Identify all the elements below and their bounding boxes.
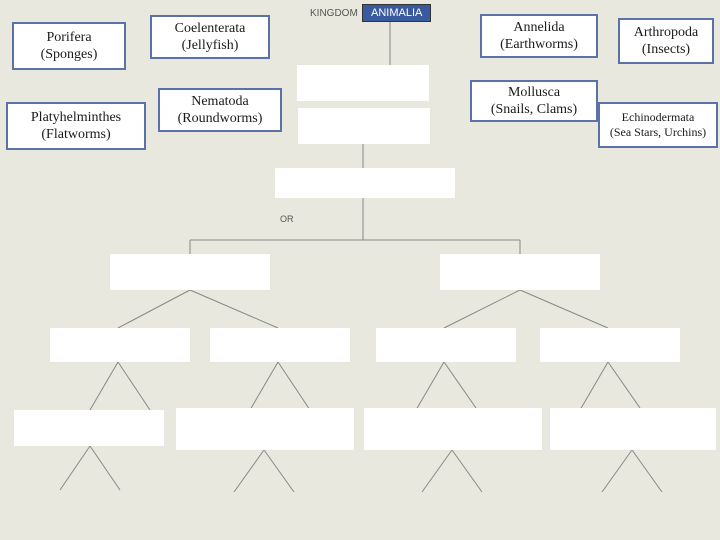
phylum-name: Arthropoda xyxy=(634,24,699,42)
blank-box xyxy=(540,328,680,362)
phylum-box-porifera: Porifera(Sponges) xyxy=(12,22,126,70)
phylum-name: Porifera xyxy=(46,29,91,47)
blank-box xyxy=(176,408,354,450)
phylum-box-platyhelminthes: Platyhelminthes(Flatworms) xyxy=(6,102,146,150)
phylum-name: Platyhelminthes xyxy=(31,109,121,127)
or-label: OR xyxy=(280,214,294,224)
blank-box xyxy=(50,328,190,362)
phylum-example: (Insects) xyxy=(642,41,690,59)
phylum-name: Echinodermata xyxy=(622,110,695,125)
phylum-box-annelida: Annelida(Earthworms) xyxy=(480,14,598,58)
kingdom-label: KINGDOM xyxy=(310,8,358,19)
phylum-box-echinodermata: Echinodermata(Sea Stars, Urchins) xyxy=(598,102,718,148)
phylum-example: (Sponges) xyxy=(41,46,98,64)
blank-box xyxy=(550,408,716,450)
phylum-example: (Flatworms) xyxy=(41,126,110,144)
blank-box xyxy=(14,410,164,446)
blank-box xyxy=(440,254,600,290)
phylum-name: Annelida xyxy=(513,19,564,37)
blank-box xyxy=(110,254,270,290)
phylum-name: Coelenterata xyxy=(175,20,246,38)
blank-box xyxy=(210,328,350,362)
phylum-box-mollusca: Mollusca(Snails, Clams) xyxy=(470,80,598,122)
blank-box xyxy=(275,168,455,198)
phylum-example: (Snails, Clams) xyxy=(491,101,577,119)
kingdom-value-box: ANIMALIA xyxy=(362,4,431,22)
phylum-example: (Earthworms) xyxy=(500,36,578,54)
phylum-box-coelenterata: Coelenterata(Jellyfish) xyxy=(150,15,270,59)
phylum-example: (Sea Stars, Urchins) xyxy=(610,125,706,140)
phylum-example: (Jellyfish) xyxy=(182,37,239,55)
blank-box xyxy=(297,65,429,101)
phylum-name: Nematoda xyxy=(191,93,249,111)
phylum-name: Mollusca xyxy=(508,84,560,102)
blank-box xyxy=(298,108,430,144)
phylum-box-nematoda: Nematoda(Roundworms) xyxy=(158,88,282,132)
blank-box xyxy=(364,408,542,450)
phylum-box-arthropoda: Arthropoda(Insects) xyxy=(618,18,714,64)
blank-box xyxy=(376,328,516,362)
phylum-example: (Roundworms) xyxy=(178,110,263,128)
